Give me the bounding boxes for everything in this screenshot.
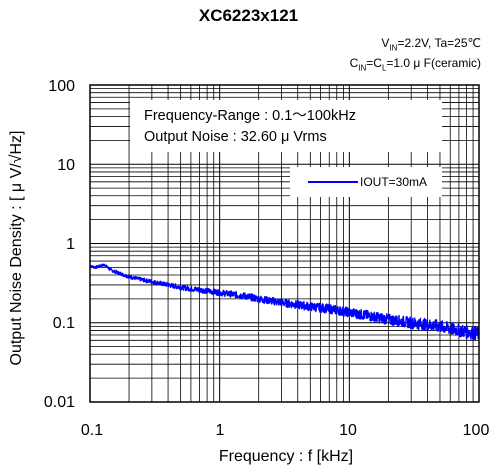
legend-label: IOUT=30mA (360, 175, 427, 189)
series-line-iout-30ma (89, 263, 480, 341)
x-tick-label: 1 (215, 422, 225, 439)
y-tick-label: 100 (48, 78, 75, 95)
annotation-output-noise: Output Noise : 32.60 μ Vrms (144, 129, 327, 145)
x-tick-label: 100 (462, 422, 490, 439)
annotation-frequency-range: Frequency-Range : 0.1～100kHz (144, 108, 356, 124)
y-axis-label: Output Noise Density : [ μ V/√Hz] (8, 130, 25, 366)
series-layer (89, 263, 480, 341)
y-tick-label: 10 (57, 157, 75, 174)
y-tick-label: 1 (66, 236, 75, 253)
x-tick-label: 0.1 (80, 422, 104, 439)
y-tick-label: 0.1 (52, 315, 75, 332)
x-axis-label: Frequency : f [kHz] (218, 448, 354, 465)
x-tick-label: 10 (339, 422, 357, 439)
chart-title: XC6223x121 (198, 6, 299, 25)
y-tick-label: 0.01 (43, 394, 75, 411)
test-conditions-line-2: CIN=CL=1.0 μ F(ceramic) (349, 56, 481, 73)
annotation-box (130, 100, 442, 152)
test-conditions-line-1: VIN=2.2V, Ta=25℃ (381, 36, 481, 53)
plot-frame (89, 84, 480, 403)
